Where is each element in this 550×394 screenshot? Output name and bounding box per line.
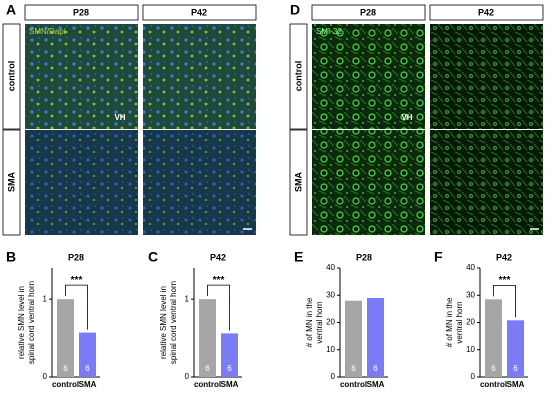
panel-label: A [6,2,16,18]
y-tick-label: 40 [326,263,335,272]
panel-label: B [6,249,16,265]
x-tick-label: SMA [221,380,239,389]
significance-label: *** [499,275,511,286]
x-tick-label: SMA [367,380,385,389]
column-header-box [24,4,139,21]
x-tick-label: SMA [79,380,97,389]
y-axis-label: ventral horn [315,301,324,343]
chart-title: P42 [496,252,512,262]
n-label: 6 [373,364,378,373]
image-panel: A P28 P42 control SMA SMN/Dapi VH [2,2,257,236]
n-label: 6 [491,364,496,373]
column-header-box [311,4,426,21]
stain-label: SMN/Dapi [29,27,66,36]
y-tick-label: 0 [43,372,48,381]
x-tick-label: control [194,380,221,389]
row-label: SMA [293,172,303,193]
significance-label: *** [213,275,225,286]
micrograph [430,130,543,235]
y-tick-label: 1 [43,294,48,303]
bar-chart: C P42 relative SMN level in spinal cord ven… [148,249,242,389]
x-tick-label: control [340,380,367,389]
row-label-box [2,129,21,236]
n-label: 6 [351,364,356,373]
n-label: 6 [513,364,518,373]
y-tick-label: 10 [326,345,335,354]
y-tick-label: 30 [466,290,475,299]
bar [345,300,362,377]
panel-label: E [294,249,303,265]
bar-chart: E P28 # of MN in the ventral horn 0 10 20 30 40 6… [294,249,388,389]
bar-chart: B P28 relative SMN level in spinal cord ven… [6,249,100,389]
y-tick-label: 10 [466,345,475,354]
bar [485,299,502,377]
image-panels: A P28 P42 control SMA SMN/Dapi VH D P28 P42 contro… [2,2,544,236]
y-tick-label: 0 [331,372,336,381]
micrograph [143,130,256,235]
bar [79,332,96,377]
bar [367,297,384,377]
y-tick-label: 1 [185,294,190,303]
micrograph [312,130,425,235]
chart-title: P28 [356,252,372,262]
column-header-box [142,4,257,21]
y-axis-label: relative SMN level in [17,286,26,359]
column-header-box [429,4,544,21]
y-tick-label: 0 [185,372,190,381]
n-label: 6 [227,364,232,373]
significance-bracket [207,284,230,331]
significance-label: *** [71,275,83,286]
panel-label: C [148,249,158,265]
region-label: VH [114,113,125,122]
bar [507,320,524,377]
y-axis-label: spinal cord ventral horn [169,281,178,364]
panel-label: F [434,249,443,265]
chart-title: P28 [68,252,84,262]
row-label-box [2,23,21,130]
n-label: 6 [205,364,210,373]
y-tick-label: 0 [471,372,476,381]
y-axis-label: # of MN in the [305,297,314,347]
y-tick-label: 40 [466,263,475,272]
y-axis-label: ventral horn [455,301,464,343]
row-label: control [6,61,16,92]
n-label: 6 [63,364,68,373]
bar [221,333,238,377]
row-label-box [289,23,308,130]
y-axis-label: # of MN in the [445,297,454,347]
panel-label: D [290,2,300,18]
column-header: P42 [478,7,494,17]
row-label: control [293,61,303,92]
x-tick-label: control [480,380,507,389]
y-tick-label: 20 [326,318,335,327]
column-header: P28 [360,7,376,17]
y-tick-label: 30 [326,290,335,299]
chart-title: P42 [210,252,226,262]
y-axis-label: relative SMN level in [159,286,168,359]
bar [199,299,216,377]
micrograph [25,24,138,129]
significance-bracket [65,284,88,330]
micrograph [143,24,256,129]
significance-bracket [493,284,516,318]
bar-chart: F P42 # of MN in the ventral horn 0 10 20 30 40 6… [434,249,528,389]
image-panel: D P28 P42 control SMA SMI-32 VH [289,2,544,236]
column-header: P28 [73,7,89,17]
row-label-box [289,129,308,236]
x-tick-label: control [52,380,79,389]
bar [57,299,74,377]
x-tick-label: SMA [507,380,525,389]
region-label: VH [401,113,412,122]
micrograph [430,24,543,129]
y-tick-label: 20 [466,318,475,327]
micrograph [312,24,425,129]
column-header: P42 [191,7,207,17]
y-axis-label: spinal cord ventral horn [27,281,36,364]
micrograph [25,130,138,235]
row-label: SMA [6,172,16,193]
n-label: 6 [85,364,90,373]
stain-label: SMI-32 [316,27,342,36]
